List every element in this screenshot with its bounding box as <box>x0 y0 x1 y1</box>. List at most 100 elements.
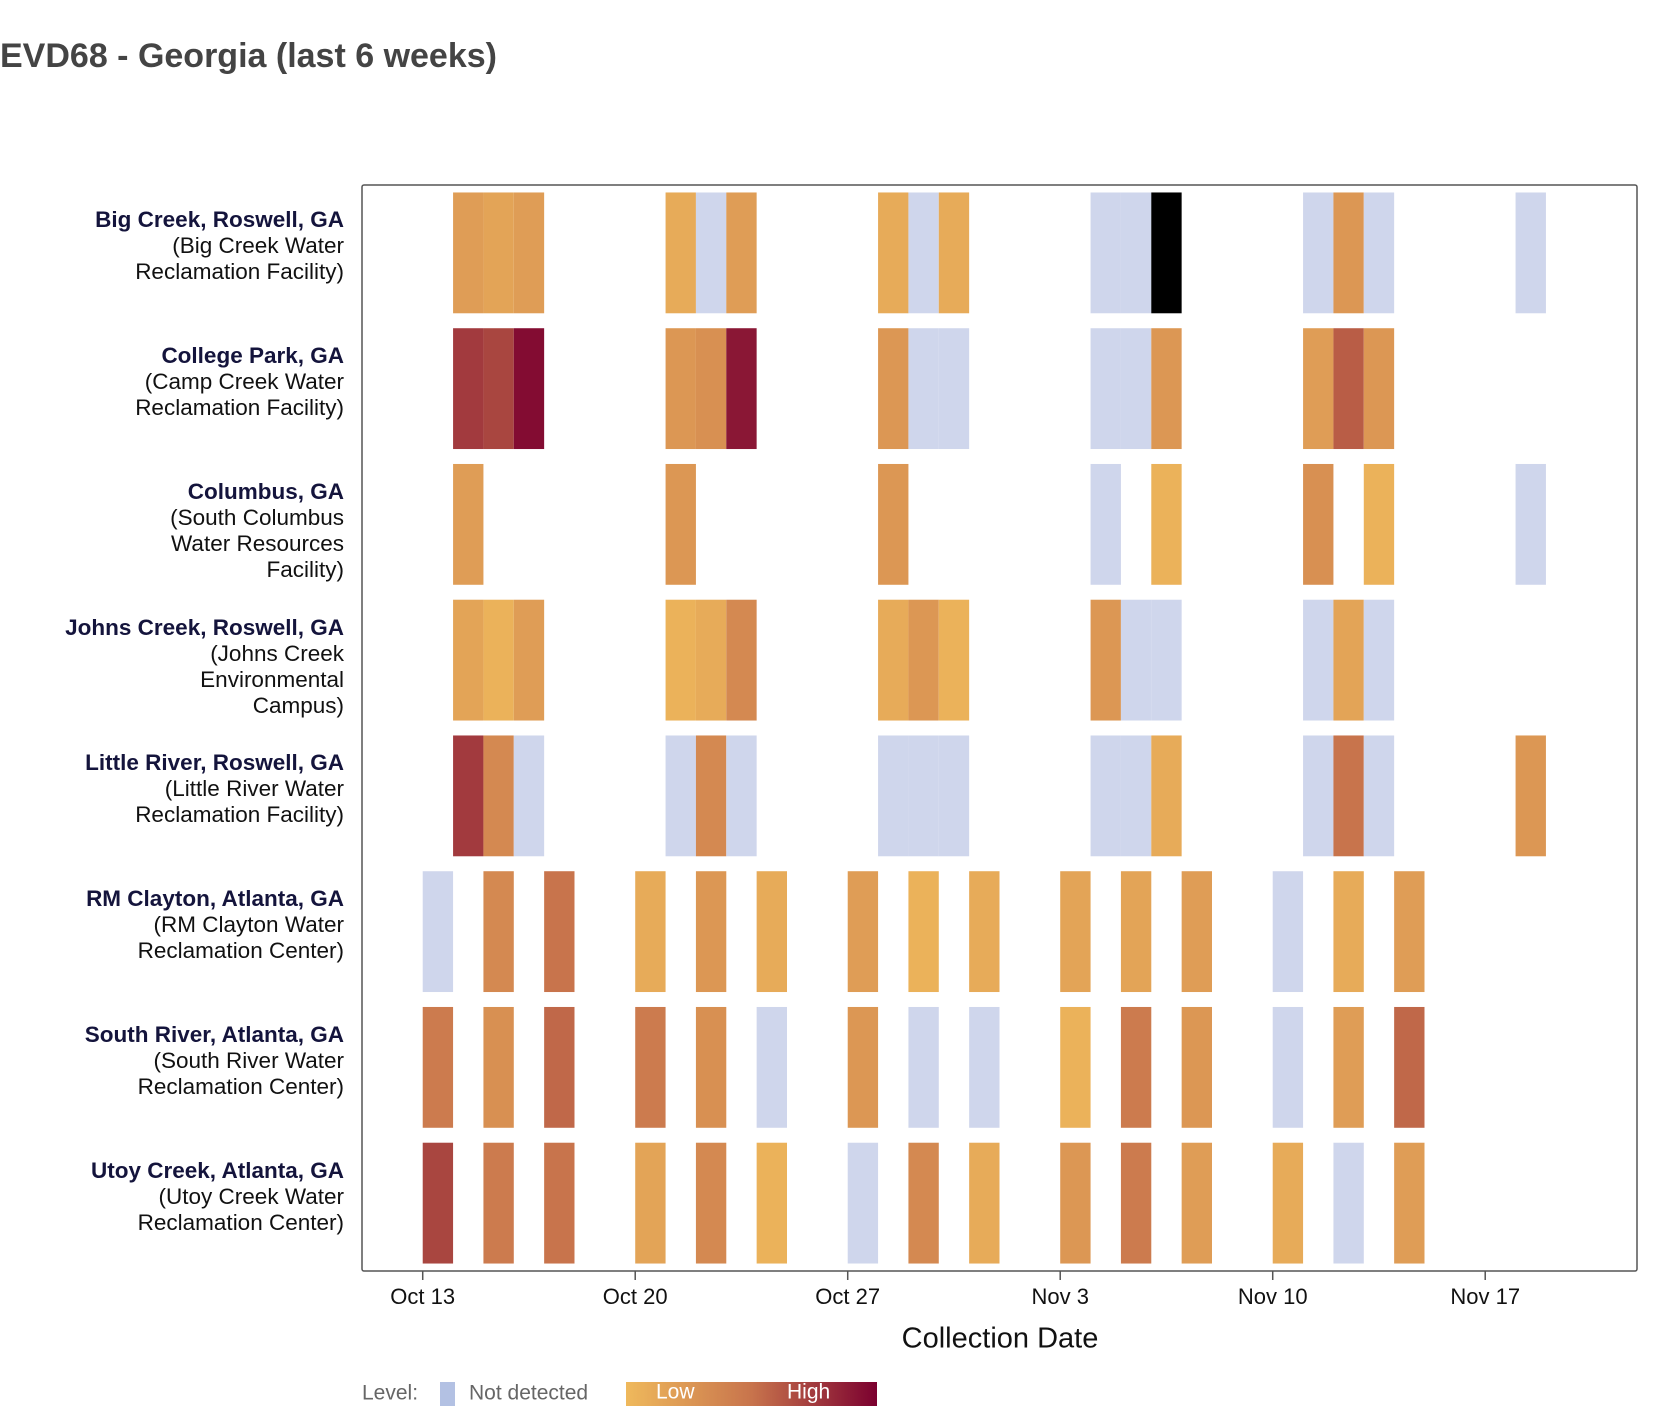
heat-cell <box>1060 871 1091 993</box>
heat-cell <box>422 871 454 993</box>
row-site: (Big Creek Water Reclamation Facility) <box>135 233 344 285</box>
chart-title: EVD68 - Georgia (last 6 weeks) <box>0 37 497 75</box>
row-label: Big Creek, Roswell, GA (Big Creek Water R… <box>44 207 344 285</box>
heat-cell <box>1090 735 1121 857</box>
heat-cell <box>1120 735 1152 857</box>
heat-cell <box>1120 871 1152 993</box>
heat-cell <box>1120 192 1152 314</box>
heat-cell <box>1181 871 1212 993</box>
heat-cell <box>878 328 909 450</box>
row-name: College Park, GA <box>161 343 344 369</box>
heat-cell <box>756 1006 787 1128</box>
heat-cell <box>908 735 939 857</box>
heat-cell <box>1303 328 1334 450</box>
legend-swatch <box>440 1382 455 1406</box>
heat-cell <box>483 599 514 721</box>
row-label: Columbus, GA (South Columbus Water Resour… <box>44 479 344 583</box>
row-label: Little River, Roswell, GA (Little River W… <box>44 750 344 828</box>
row-label: Johns Creek, Roswell, GA (Johns Creek Env… <box>44 615 344 719</box>
legend-label: High <box>787 1381 830 1404</box>
heat-cell <box>908 328 939 450</box>
heat-cell <box>938 599 970 721</box>
heat-cell <box>544 871 575 993</box>
heat-cell <box>908 1006 939 1128</box>
heat-cell <box>1181 1142 1212 1264</box>
row-name: Big Creek, Roswell, GA <box>95 207 344 233</box>
row-site: (South Columbus Water Resources Facility… <box>170 504 344 582</box>
heat-cell <box>1363 192 1395 314</box>
heat-cell <box>1303 192 1334 314</box>
heat-cell <box>1333 328 1364 450</box>
legend-label: Low <box>656 1381 695 1404</box>
heat-cell <box>1120 1142 1152 1264</box>
row-label: Utoy Creek, Atlanta, GA (Utoy Creek Water… <box>44 1158 344 1236</box>
heat-cell <box>726 735 757 857</box>
heat-cell <box>695 328 727 450</box>
row-name: Utoy Creek, Atlanta, GA <box>91 1157 344 1183</box>
x-tick-label: Oct 27 <box>815 1284 880 1309</box>
heat-cell <box>483 328 514 450</box>
row-site: (Utoy Creek Water Reclamation Center) <box>137 1183 344 1235</box>
row-site: (RM Clayton Water Reclamation Center) <box>137 912 344 964</box>
heat-cell <box>1394 1006 1425 1128</box>
heat-cell <box>1333 871 1364 993</box>
heat-cell <box>908 599 939 721</box>
heat-cell <box>1394 871 1425 993</box>
heat-cell <box>1303 735 1334 857</box>
heat-cell <box>878 735 909 857</box>
row-label: South River, Atlanta, GA (South River Wat… <box>44 1022 344 1100</box>
heat-cell <box>908 871 939 993</box>
legend-title: Level: <box>362 1382 418 1405</box>
row-site: (Johns Creek Environmental Campus) <box>200 640 344 718</box>
heat-cell <box>1151 463 1182 585</box>
heat-cell <box>483 1006 514 1128</box>
row-label: RM Clayton, Atlanta, GA (RM Clayton Water… <box>44 886 344 964</box>
heat-cell <box>847 1142 879 1264</box>
row-site: (Camp Creek Water Reclamation Facility) <box>135 369 344 421</box>
heat-cell <box>1151 735 1182 857</box>
heat-cell <box>1272 871 1304 993</box>
heat-cell <box>1272 1142 1304 1264</box>
heat-cell <box>695 1142 727 1264</box>
heat-cell <box>1333 1142 1364 1264</box>
heat-cell <box>483 192 514 314</box>
heat-cell <box>1090 599 1121 721</box>
heat-cell <box>908 192 939 314</box>
heat-cell <box>1363 735 1395 857</box>
legend-gradient <box>626 1382 877 1406</box>
row-name: RM Clayton, Atlanta, GA <box>86 886 344 912</box>
heat-cell <box>756 1142 787 1264</box>
heat-cell <box>453 328 484 450</box>
x-tick-label: Nov 3 <box>1031 1284 1088 1309</box>
heat-cell <box>1363 463 1395 585</box>
heat-cell <box>1090 328 1121 450</box>
heat-cell <box>1151 192 1182 314</box>
heat-cell <box>1515 463 1546 585</box>
heat-cell <box>908 1142 939 1264</box>
heat-cell <box>1272 1006 1304 1128</box>
heat-cell <box>1120 1006 1152 1128</box>
heat-cell <box>1090 463 1121 585</box>
heat-cell <box>878 599 909 721</box>
heat-cell <box>544 1142 575 1264</box>
row-name: Little River, Roswell, GA <box>85 750 344 776</box>
heat-cell <box>756 871 787 993</box>
x-tick-label: Nov 17 <box>1450 1284 1520 1309</box>
heat-cell <box>453 463 484 585</box>
heat-cell <box>695 599 727 721</box>
heat-cell <box>938 328 970 450</box>
x-axis-title: Collection Date <box>902 1323 1099 1355</box>
heat-cell <box>1515 735 1546 857</box>
heat-cell <box>665 735 696 857</box>
heat-cell <box>635 1006 666 1128</box>
heat-cell <box>665 328 696 450</box>
row-name: South River, Atlanta, GA <box>84 1021 344 1047</box>
heat-cell <box>513 735 545 857</box>
heat-cell <box>969 1006 1000 1128</box>
heat-cell <box>513 328 545 450</box>
heat-cell <box>847 871 879 993</box>
heat-cell <box>878 463 909 585</box>
heat-cell <box>969 1142 1000 1264</box>
